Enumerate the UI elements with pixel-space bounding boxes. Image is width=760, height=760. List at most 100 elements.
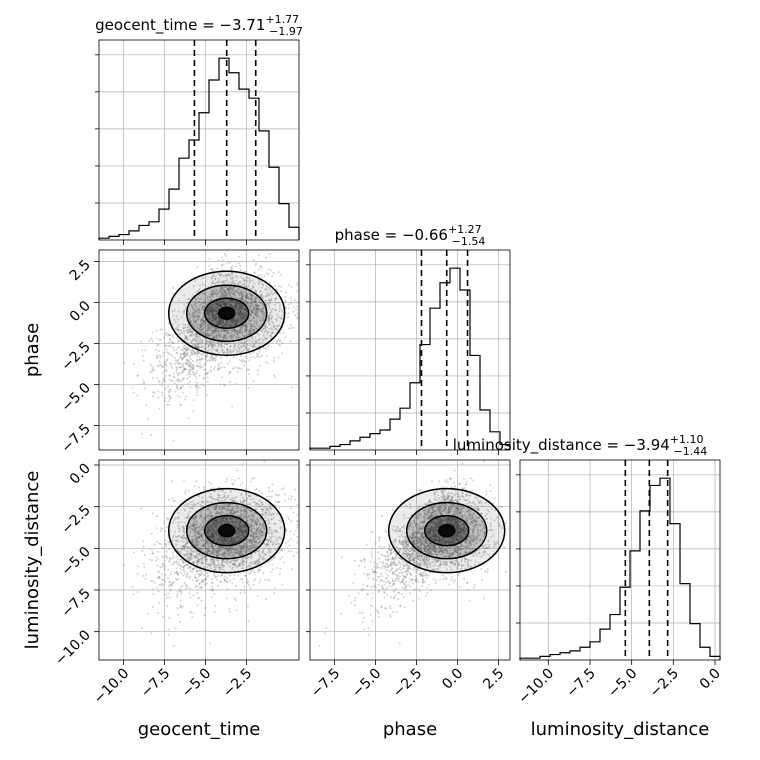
sample-point [168,556,171,559]
sample-point [237,314,240,317]
sample-point [223,291,226,294]
sample-point [155,354,158,357]
sample-point [198,597,201,600]
sample-point [228,512,231,515]
sample-point [238,255,241,258]
sample-point [186,338,189,341]
sample-point [202,557,205,560]
sample-point [160,582,163,585]
sample-point [254,531,257,534]
sample-point [208,312,211,315]
sample-point [195,320,198,323]
sample-point [239,484,242,487]
sample-point [209,511,212,514]
sample-point [182,327,185,330]
sample-point [195,515,198,518]
sample-point [164,542,167,545]
sample-point [216,323,219,326]
sample-point [239,303,242,306]
histogram-bar [289,227,299,240]
sample-point [251,299,254,302]
sample-point [239,525,242,528]
sample-point [180,536,183,539]
sample-point [237,319,240,322]
sample-point [210,346,213,349]
sample-point [268,496,271,499]
sample-point [296,541,299,544]
sample-point [197,530,200,533]
sample-point [225,546,228,549]
sample-point [214,275,217,278]
sample-point [221,300,224,303]
sample-point [205,540,208,543]
sample-point [226,348,229,351]
sample-point [219,547,222,550]
sample-point [188,559,191,562]
sample-point [164,387,167,390]
sample-point [218,317,221,320]
sample-point [238,551,241,554]
sample-point [256,324,259,327]
sample-point [247,584,250,587]
sample-point [254,300,257,303]
sample-point [233,563,236,566]
sample-point [192,561,195,564]
sample-point [235,323,238,326]
sample-point [250,309,253,312]
sample-point [173,349,176,352]
sample-point [264,558,267,561]
sample-point [261,308,264,311]
sample-point [232,520,235,523]
sample-point [224,547,227,550]
sample-point [279,273,282,276]
sample-point [221,543,224,546]
sample-point [201,357,204,360]
sample-point [182,541,185,544]
sample-point [248,572,251,575]
sample-point [214,310,217,313]
sample-point [222,293,225,296]
sample-point [259,517,262,520]
sample-point [232,301,235,304]
sample-point [215,525,218,528]
sample-point [190,553,193,556]
sample-point [196,385,199,388]
sample-point [216,525,219,528]
sample-point [168,333,171,336]
sample-point [185,552,188,555]
sample-point [207,345,210,348]
sample-point [197,557,200,560]
sample-point [215,281,218,284]
sample-point [199,505,202,508]
sample-point [196,531,199,534]
sample-point [217,500,220,503]
sample-point [204,578,207,581]
sample-point [224,538,227,541]
sample-point [220,329,223,332]
sample-point [186,328,189,331]
sample-point [235,544,238,547]
sample-point [191,550,194,553]
sample-point [247,284,250,287]
sample-point [221,505,224,508]
sample-point [271,307,274,310]
sample-point [241,502,244,505]
sample-point [198,300,201,303]
sample-point [287,307,290,310]
sample-point [232,500,235,503]
sample-point [248,359,251,362]
sample-point [181,537,184,540]
sample-point [234,559,237,562]
sample-point [183,338,186,341]
sample-point [193,503,196,506]
sample-point [264,257,267,260]
sample-point [205,582,208,585]
sample-point [229,336,232,339]
sample-point [178,530,181,533]
sample-point [234,344,237,347]
sample-point [141,549,144,552]
sample-point [260,312,263,315]
sample-point [223,538,226,541]
sample-point [259,290,262,293]
sample-point [262,319,265,322]
